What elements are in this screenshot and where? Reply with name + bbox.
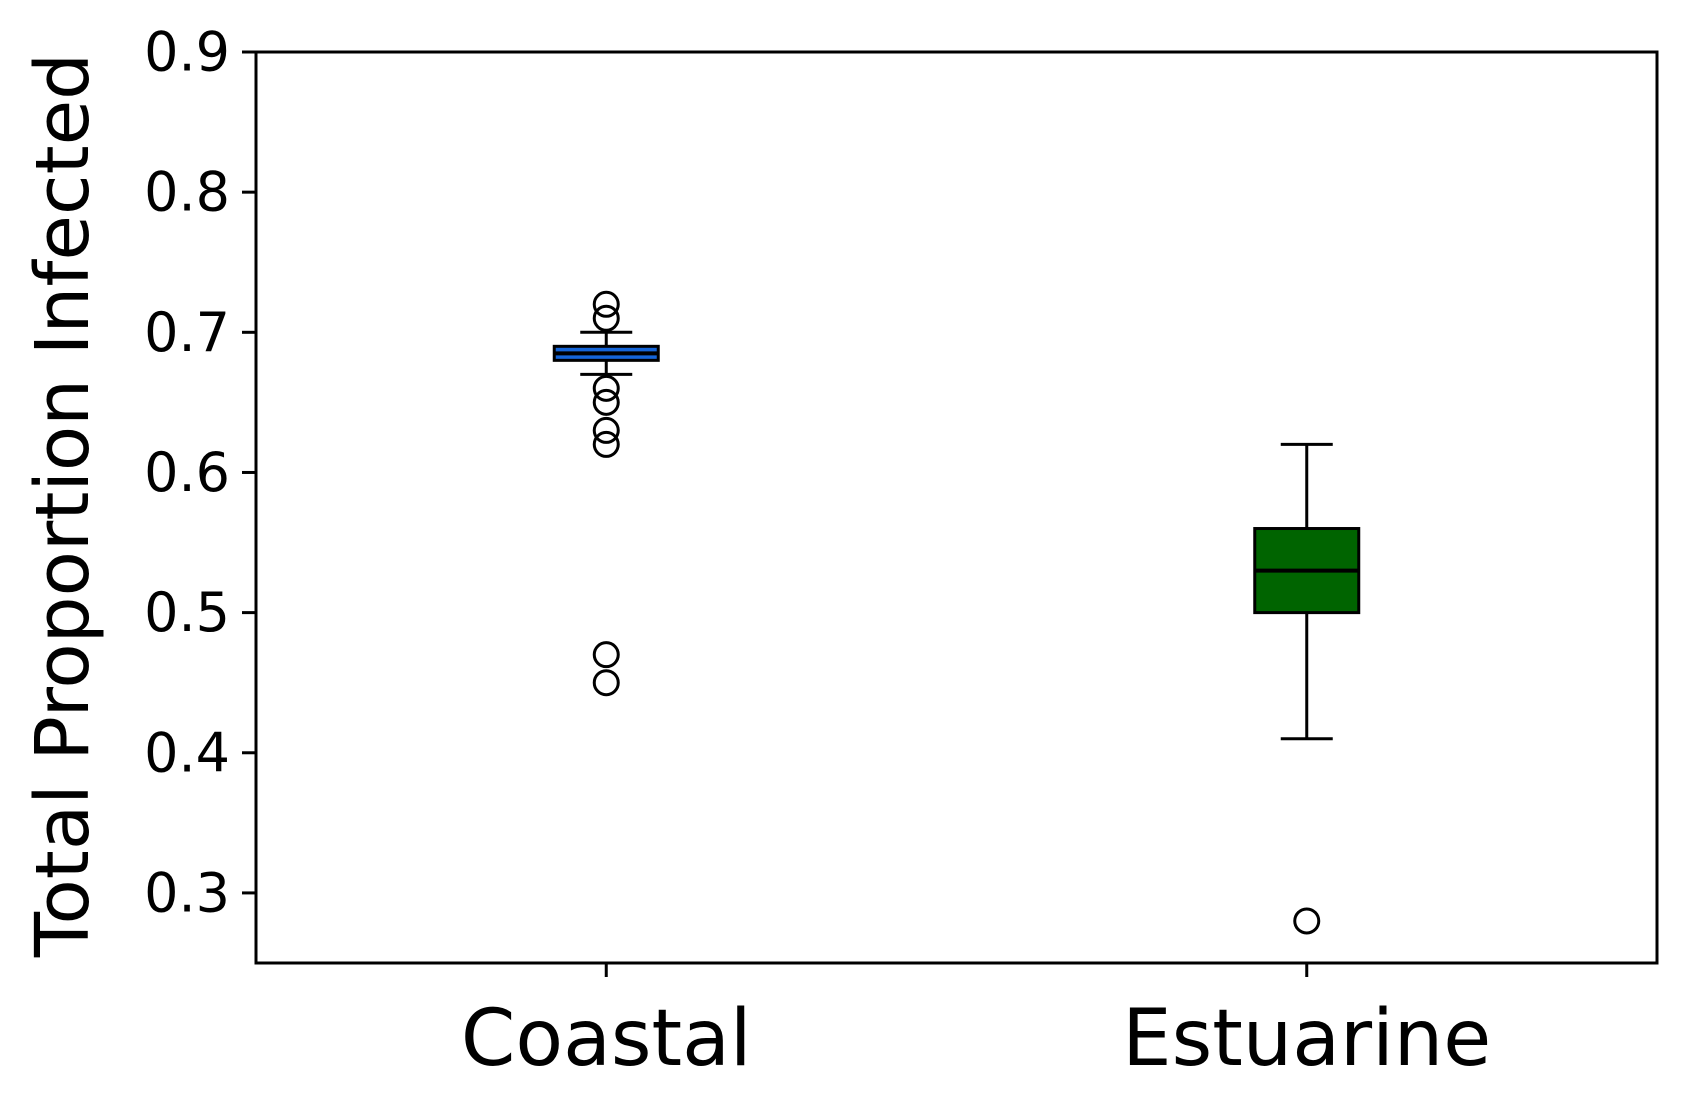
outlier-point xyxy=(1293,907,1321,935)
outlier-point xyxy=(592,290,620,318)
x-tick-label-estuarine: Estuarine xyxy=(1122,994,1491,1084)
outlier-point xyxy=(592,416,620,444)
y-axis-label: Total Proportion Infected xyxy=(20,53,106,958)
y-tick-label: 0.7 xyxy=(144,301,230,364)
y-tick-label: 0.4 xyxy=(144,721,230,784)
y-tick-label: 0.9 xyxy=(144,21,230,84)
outlier-point xyxy=(592,304,620,332)
y-axis-ticks: 0.3 0.4 0.5 0.6 0.7 0.8 0.9 xyxy=(144,21,256,924)
y-tick-label: 0.6 xyxy=(144,441,230,504)
box-plots xyxy=(552,290,1361,935)
outlier-point xyxy=(592,641,620,669)
outlier-point xyxy=(592,388,620,416)
outlier-point xyxy=(592,374,620,402)
y-tick-label: 0.8 xyxy=(144,161,230,224)
box-estuarine xyxy=(1253,442,1361,935)
y-tick-label: 0.5 xyxy=(144,581,230,644)
x-axis-ticks: Coastal Estuarine xyxy=(461,963,1491,1084)
y-axis-label-group: Total Proportion Infected xyxy=(20,53,106,958)
outlier-point xyxy=(592,669,620,697)
outlier-point xyxy=(592,430,620,458)
y-tick-label: 0.3 xyxy=(144,861,230,924)
box-coastal xyxy=(552,290,660,697)
plot-frame xyxy=(254,50,1659,965)
x-tick-label-coastal: Coastal xyxy=(461,994,752,1084)
